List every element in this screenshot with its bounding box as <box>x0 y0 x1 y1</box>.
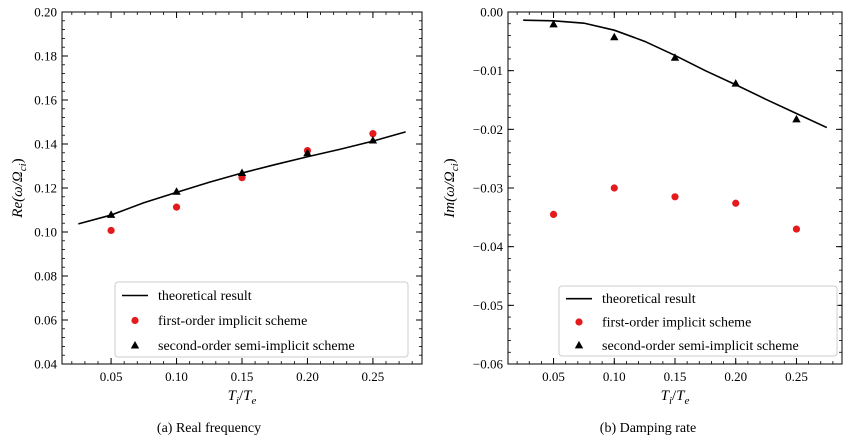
second-order-point <box>670 53 680 61</box>
x-axis-label-part: i <box>236 395 239 407</box>
y-tick-label: 0.20 <box>34 5 57 20</box>
y-axis-label-part: Re(ω/Ω <box>10 171 26 219</box>
y-axis-label-part: ci <box>17 163 29 171</box>
legend-box <box>114 281 409 358</box>
second-order-point <box>172 187 181 195</box>
second-order-point <box>731 79 740 87</box>
x-axis-label-part: T <box>228 388 238 404</box>
first-order-point <box>369 130 377 138</box>
y-axis-label: Im(ω/Ωci) <box>442 158 461 218</box>
x-tick-label: 0.05 <box>100 369 123 384</box>
y-axis-label-part: ci <box>449 163 461 171</box>
y-axis-label-part: ) <box>442 158 458 163</box>
legend-label: first-order implicit scheme <box>158 314 307 329</box>
y-tick-label: 0.10 <box>34 225 57 240</box>
y-tick-label: 0.08 <box>34 269 57 284</box>
y-tick-label: 0.04 <box>34 357 57 372</box>
x-tick-label: 0.25 <box>362 369 385 384</box>
x-tick-label: 0.10 <box>603 369 626 384</box>
legend-label: theoretical result <box>158 289 252 304</box>
legend-triangle-swatch <box>130 341 140 349</box>
x-axis-label-part: T <box>676 388 686 404</box>
x-tick-label: 0.15 <box>231 369 254 384</box>
second-order-point <box>610 32 619 41</box>
first-order-point <box>671 193 679 201</box>
x-axis-label-part: T <box>661 388 671 404</box>
y-tick-label: 0.14 <box>34 137 57 152</box>
legend: theoretical result first-order implicit s… <box>114 281 409 358</box>
y-tick-label: 0.12 <box>34 181 57 196</box>
chart-panel-1: 0.05 0.10 0.15 0.20 0.25 0.04 0.06 0.08 0.10 0.12… <box>10 5 423 436</box>
x-axis-label-part: / <box>672 388 677 404</box>
first-order-point <box>792 225 801 233</box>
y-axis-label-part: ) <box>10 158 26 163</box>
chart-panel-2: 0.05 0.10 0.15 0.20 0.25 −0.06 −0.05 −0.04 −0.03… <box>442 5 843 436</box>
x-axis-label-part: e <box>252 395 257 407</box>
x-tick-label: 0.15 <box>664 369 687 384</box>
first-order-point <box>610 184 618 192</box>
x-tick-label: 0.20 <box>724 369 747 384</box>
y-tick-label: 0.00 <box>480 5 503 20</box>
panel-caption: (b) Damping rate <box>600 421 696 436</box>
theoretical-line <box>523 19 828 129</box>
first-order-point <box>107 226 115 235</box>
legend-box <box>558 285 838 357</box>
second-order-point <box>303 148 312 157</box>
legend-circle-swatch <box>131 316 139 325</box>
first-order-point <box>732 199 740 207</box>
y-tick-label: −0.01 <box>473 63 503 78</box>
first-order-point <box>172 203 181 211</box>
second-order-point <box>368 135 378 144</box>
second-order-point <box>106 210 116 218</box>
y-tick-label: 0.16 <box>34 93 57 108</box>
x-axis-label-part: T <box>243 388 253 404</box>
y-tick-label: −0.03 <box>473 181 503 196</box>
y-tick-label: −0.02 <box>473 122 503 137</box>
y-tick-label: −0.05 <box>473 298 503 313</box>
first-order-point <box>549 210 558 218</box>
y-tick-label: 0.06 <box>34 313 57 328</box>
x-tick-label: 0.20 <box>296 369 319 384</box>
legend-triangle-swatch <box>574 340 584 349</box>
y-tick-label: −0.06 <box>473 357 504 372</box>
legend-label: second-order semi-implicit scheme <box>602 339 799 354</box>
x-axis-label: Ti/Te <box>661 388 690 407</box>
second-order-point <box>237 168 247 177</box>
legend-label: second-order semi-implicit scheme <box>158 339 355 354</box>
x-axis-label-part: i <box>669 395 672 407</box>
legend: theoretical result first-order implicit s… <box>558 285 838 357</box>
panel-caption: (a) Real frequency <box>157 421 261 436</box>
legend-label: theoretical result <box>602 292 696 307</box>
x-tick-label: 0.10 <box>165 369 188 384</box>
legend-circle-swatch <box>575 318 583 326</box>
x-tick-label: 0.05 <box>542 369 565 384</box>
x-axis-label: Ti/Te <box>228 388 257 407</box>
y-tick-label: −0.04 <box>473 239 504 254</box>
legend-label: first-order implicit scheme <box>602 316 751 331</box>
y-tick-label: 0.18 <box>34 49 57 64</box>
y-axis-label-part: Im(ω/Ω <box>442 171 458 219</box>
x-tick-label: 0.25 <box>785 369 808 384</box>
x-axis-label-part: e <box>685 395 690 407</box>
x-axis-label-part: / <box>239 388 244 404</box>
second-order-point <box>549 19 558 28</box>
second-order-point <box>792 114 801 123</box>
y-axis-label: Re(ω/Ωci) <box>10 158 29 218</box>
